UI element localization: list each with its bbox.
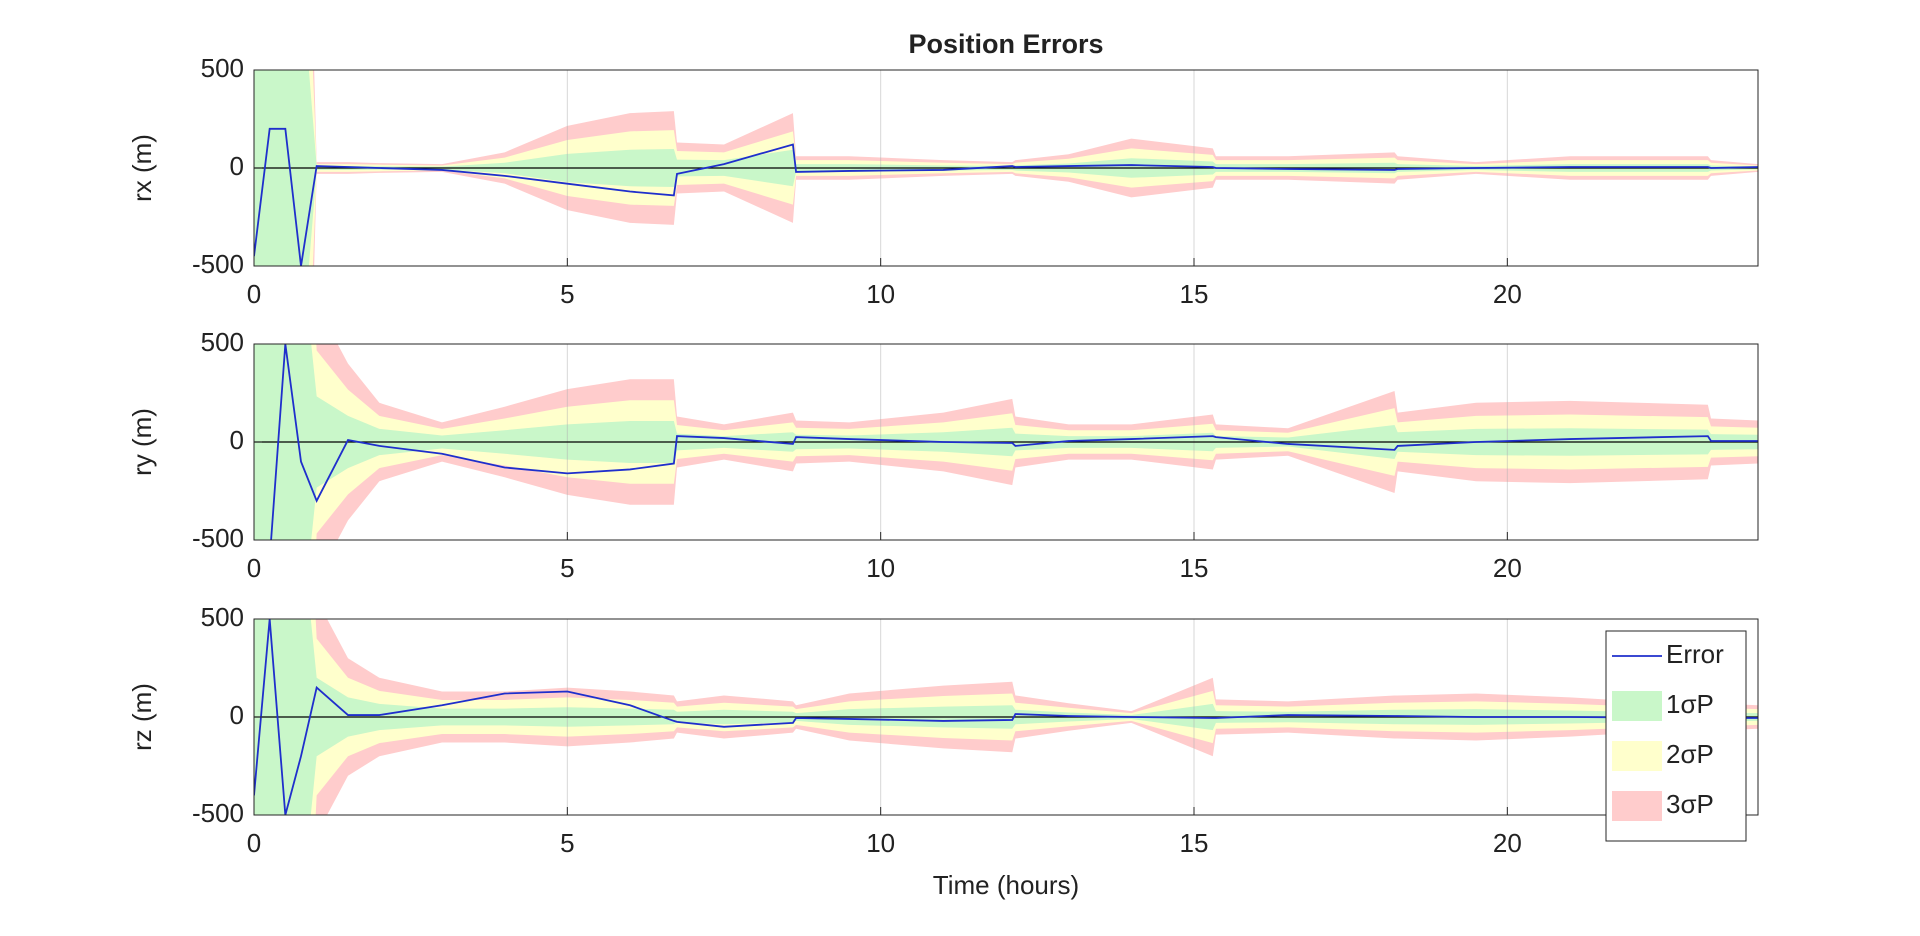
legend-label: Error <box>1666 639 1724 669</box>
x-tick-label: 5 <box>560 553 574 583</box>
y-axis-label: rx (m) <box>127 134 157 202</box>
x-tick-label: 10 <box>866 553 895 583</box>
x-tick-label: 5 <box>560 279 574 309</box>
plot-content <box>254 619 1758 815</box>
legend-label: 1σP <box>1666 689 1714 719</box>
y-tick-label: -500 <box>192 798 244 828</box>
legend-box <box>1605 630 1747 842</box>
legend-swatch <box>1612 741 1662 771</box>
y-tick-label: -500 <box>192 523 244 553</box>
y-tick-label: -500 <box>192 249 244 279</box>
legend-swatch <box>1612 791 1662 821</box>
x-tick-label: 20 <box>1493 553 1522 583</box>
y-axis-label: rz (m) <box>127 683 157 751</box>
x-tick-label: 15 <box>1180 279 1209 309</box>
error-line <box>254 127 1758 266</box>
legend-swatch <box>1612 691 1662 721</box>
error-line <box>254 619 1758 815</box>
axes-box <box>253 343 1759 541</box>
x-tick-label: 20 <box>1493 828 1522 858</box>
x-tick-label: 5 <box>560 828 574 858</box>
x-tick-label: 0 <box>247 553 261 583</box>
x-tick-label: 20 <box>1493 279 1522 309</box>
legend-label: 3σP <box>1666 789 1714 819</box>
x-tick-label: 15 <box>1180 828 1209 858</box>
y-tick-label: 0 <box>230 700 244 730</box>
x-tick-label: 15 <box>1180 553 1209 583</box>
y-tick-label: 0 <box>230 425 244 455</box>
y-tick-label: 500 <box>201 327 244 357</box>
legend: Error 1σP 2σP 3σP <box>1605 630 1747 842</box>
x-tick-label: 0 <box>247 828 261 858</box>
legend-label: 2σP <box>1666 739 1714 769</box>
x-tick-label: 10 <box>866 279 895 309</box>
error-line <box>254 344 1758 540</box>
chart-title: Position Errors <box>908 29 1103 59</box>
y-axis-label: ry (m) <box>127 408 157 476</box>
plot-content <box>254 70 1758 266</box>
x-tick-label: 10 <box>866 828 895 858</box>
axes-box <box>253 618 1759 816</box>
x-axis-label: Time (hours) <box>933 870 1079 900</box>
plot-content <box>254 344 1758 540</box>
x-tick-label: 0 <box>247 279 261 309</box>
y-tick-label: 0 <box>230 151 244 181</box>
axes-box <box>253 69 1759 267</box>
y-tick-label: 500 <box>201 53 244 83</box>
y-tick-label: 500 <box>201 602 244 632</box>
